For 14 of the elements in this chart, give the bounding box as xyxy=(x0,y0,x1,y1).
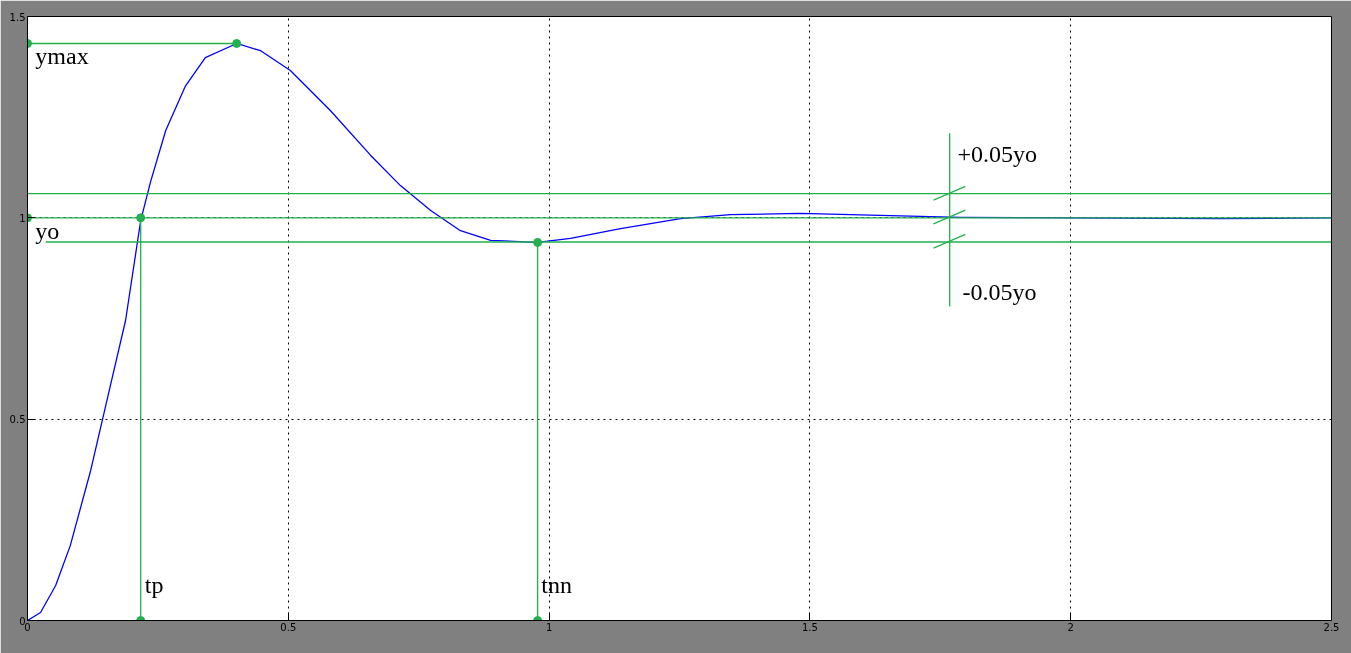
annotation: tnn xyxy=(541,572,572,599)
annotation: +0.05yo xyxy=(957,140,1038,167)
y-tick-label: 1.5 xyxy=(9,11,26,23)
y-tick-label: 0.5 xyxy=(9,414,26,426)
x-tick-label: 2.5 xyxy=(1323,621,1340,633)
annotation: ymax xyxy=(35,43,89,70)
annotation: tp xyxy=(144,572,164,599)
annotation: yo xyxy=(35,217,60,244)
x-tick-label: 2 xyxy=(1067,621,1074,633)
y-tick-label: 1 xyxy=(19,212,26,224)
x-tick-label: 1.5 xyxy=(801,621,818,633)
annotation: -0.05yo xyxy=(962,278,1037,305)
x-tick-label: 1 xyxy=(545,621,553,633)
x-tick-label: 0.5 xyxy=(280,621,297,633)
